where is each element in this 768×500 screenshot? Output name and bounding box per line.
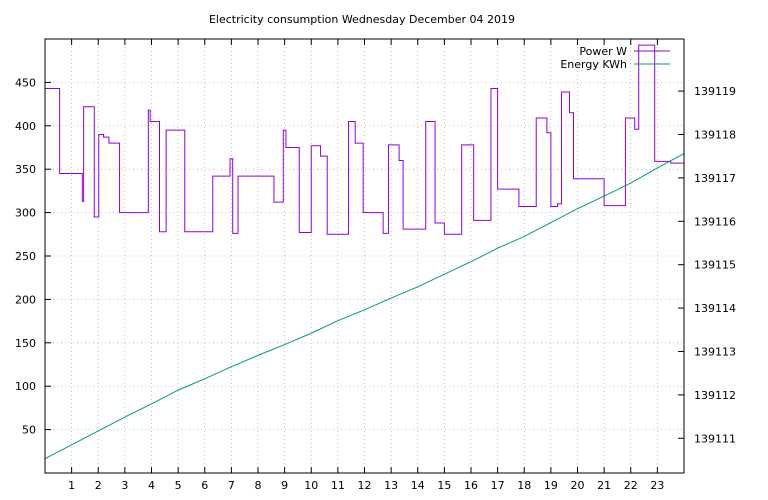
x-tick-label: 21 [597, 479, 611, 492]
y-tick-label: 400 [15, 120, 36, 133]
x-tick-label: 5 [175, 479, 182, 492]
y-tick-label: 100 [15, 380, 36, 393]
y-tick-label: 250 [15, 250, 36, 263]
y2-tick-label: 139119 [694, 85, 736, 98]
y2-tick-label: 139116 [694, 215, 736, 228]
x-tick-label: 7 [228, 479, 235, 492]
x-tick-label: 20 [571, 479, 585, 492]
y-tick-label: 150 [15, 337, 36, 350]
legend-label: Energy KWh [560, 58, 627, 71]
x-tick-label: 18 [517, 479, 531, 492]
x-tick-label: 16 [464, 479, 478, 492]
x-tick-label: 23 [650, 479, 664, 492]
x-tick-label: 6 [201, 479, 208, 492]
x-tick-label: 12 [358, 479, 372, 492]
y-tick-label: 50 [22, 424, 36, 437]
y2-tick-label: 139112 [694, 389, 736, 402]
y-tick-label: 450 [15, 76, 36, 89]
x-tick-label: 9 [281, 479, 288, 492]
x-tick-label: 19 [544, 479, 558, 492]
y2-tick-label: 139111 [694, 432, 736, 445]
y2-tick-label: 139115 [694, 259, 736, 272]
y2-tick-label: 139113 [694, 345, 736, 358]
x-tick-label: 3 [121, 479, 128, 492]
x-tick-label: 4 [148, 479, 155, 492]
x-tick-label: 10 [304, 479, 318, 492]
y-tick-label: 350 [15, 163, 36, 176]
x-tick-label: 15 [437, 479, 451, 492]
ticks: 1 2 3 4 5 6 7 8 9 10 11 12 13 14 15 16 17 18 19 20 21 22 23501… [15, 39, 736, 492]
y-tick-label: 300 [15, 207, 36, 220]
x-tick-label: 13 [384, 479, 398, 492]
y2-tick-label: 139117 [694, 172, 736, 185]
x-tick-label: 2 [95, 479, 102, 492]
series-layer [44, 44, 685, 460]
x-tick-label: 11 [331, 479, 345, 492]
legend-label: Power W [579, 45, 627, 58]
grid [45, 39, 684, 473]
x-tick-label: 14 [411, 479, 425, 492]
x-tick-label: 8 [255, 479, 262, 492]
chart-title: Electricity consumption Wednesday Decemb… [209, 13, 515, 26]
y-tick-label: 200 [15, 293, 36, 306]
series-line-power-w [45, 44, 684, 235]
x-tick-label: 1 [68, 479, 75, 492]
x-tick-label: 22 [624, 479, 638, 492]
series-line-energy-kwh [44, 153, 685, 460]
y2-tick-label: 139118 [694, 128, 736, 141]
y2-tick-label: 139114 [694, 302, 736, 315]
x-tick-label: 17 [491, 479, 505, 492]
